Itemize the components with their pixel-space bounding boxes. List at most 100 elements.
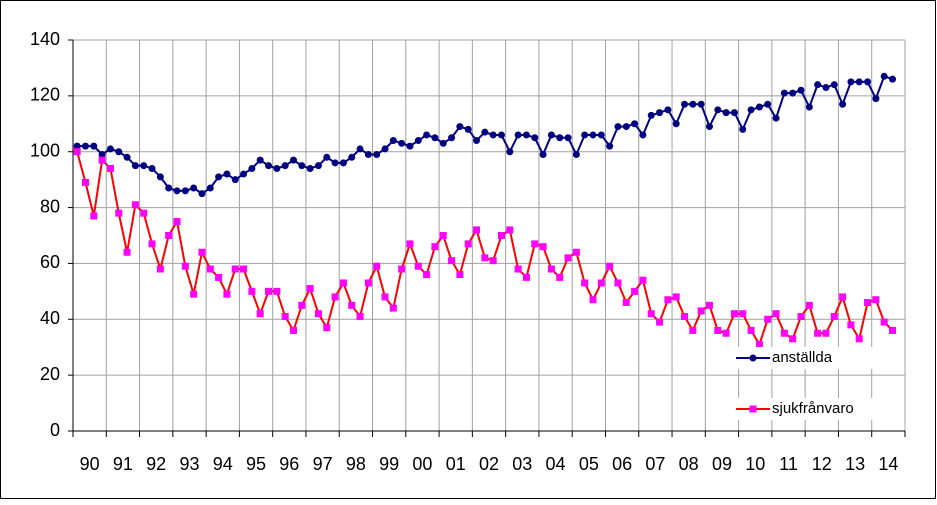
marker [81, 142, 89, 150]
marker [373, 151, 381, 159]
marker [423, 131, 431, 139]
marker [647, 310, 655, 318]
y-tick-label: 140 [30, 29, 60, 49]
x-tick-label: 10 [745, 454, 765, 474]
marker [198, 190, 206, 198]
marker [406, 142, 414, 150]
marker [631, 120, 639, 128]
marker [215, 273, 223, 281]
marker [664, 106, 672, 114]
marker [148, 164, 156, 172]
x-tick-label: 95 [246, 454, 266, 474]
marker [389, 137, 397, 145]
marker [780, 89, 788, 97]
legend-marker [749, 405, 757, 413]
marker [298, 162, 306, 170]
marker [98, 151, 106, 159]
marker [481, 254, 489, 262]
marker [739, 310, 747, 318]
marker [348, 301, 356, 309]
marker [464, 125, 472, 133]
marker [81, 178, 89, 186]
marker [522, 273, 530, 281]
marker [855, 335, 863, 343]
marker [506, 226, 514, 234]
marker [439, 232, 447, 239]
marker [614, 279, 622, 287]
marker [730, 310, 738, 318]
marker [223, 290, 231, 298]
y-tick-label: 100 [30, 140, 60, 160]
marker [772, 114, 780, 122]
marker [198, 248, 206, 256]
marker [256, 156, 264, 164]
marker [830, 312, 838, 320]
marker [722, 109, 730, 117]
marker [131, 162, 139, 170]
x-tick-label: 98 [346, 454, 366, 474]
marker [73, 142, 81, 150]
marker [423, 271, 431, 279]
marker [431, 243, 439, 251]
marker [223, 170, 231, 178]
marker [830, 81, 838, 89]
marker [156, 265, 164, 273]
marker [431, 134, 439, 142]
marker [339, 279, 347, 287]
marker [464, 240, 472, 248]
marker [572, 248, 580, 256]
marker [356, 145, 364, 153]
marker [547, 131, 555, 139]
marker [298, 301, 306, 309]
marker [797, 86, 805, 94]
marker [855, 78, 863, 86]
legend-label: sjukfrånvaro [772, 400, 854, 417]
marker [106, 164, 114, 172]
marker [622, 299, 630, 307]
marker [306, 285, 314, 293]
legend-bg [734, 398, 899, 420]
marker [872, 95, 880, 103]
x-tick-label: 12 [812, 454, 832, 474]
marker [805, 103, 813, 111]
marker [581, 279, 589, 287]
marker [364, 279, 372, 287]
marker [448, 257, 456, 265]
marker [123, 248, 131, 256]
x-tick-label: 92 [146, 454, 166, 474]
marker [814, 329, 822, 337]
marker [514, 131, 522, 139]
marker [140, 162, 148, 170]
marker [564, 254, 572, 262]
marker [173, 218, 181, 226]
marker [148, 240, 156, 248]
x-tick-label: 09 [712, 454, 732, 474]
marker [539, 151, 547, 159]
marker [797, 312, 805, 320]
marker [215, 173, 223, 181]
y-tick-label: 40 [40, 308, 60, 328]
marker [289, 156, 297, 164]
x-tick-label: 97 [313, 454, 333, 474]
marker [780, 329, 788, 337]
marker [248, 287, 256, 295]
marker [705, 123, 713, 131]
marker [805, 301, 813, 309]
marker [747, 106, 755, 114]
marker [889, 326, 897, 334]
marker [714, 106, 722, 114]
marker [772, 310, 780, 318]
marker [597, 279, 605, 287]
marker [705, 301, 713, 309]
marker [181, 187, 189, 195]
x-tick-label: 00 [412, 454, 432, 474]
marker [764, 315, 772, 323]
x-tick-label: 13 [845, 454, 865, 474]
marker [381, 145, 389, 153]
marker [864, 78, 872, 86]
marker [456, 271, 464, 279]
x-tick-label: 02 [479, 454, 499, 474]
marker [531, 240, 539, 248]
legend-marker [749, 354, 757, 362]
marker [73, 148, 81, 156]
